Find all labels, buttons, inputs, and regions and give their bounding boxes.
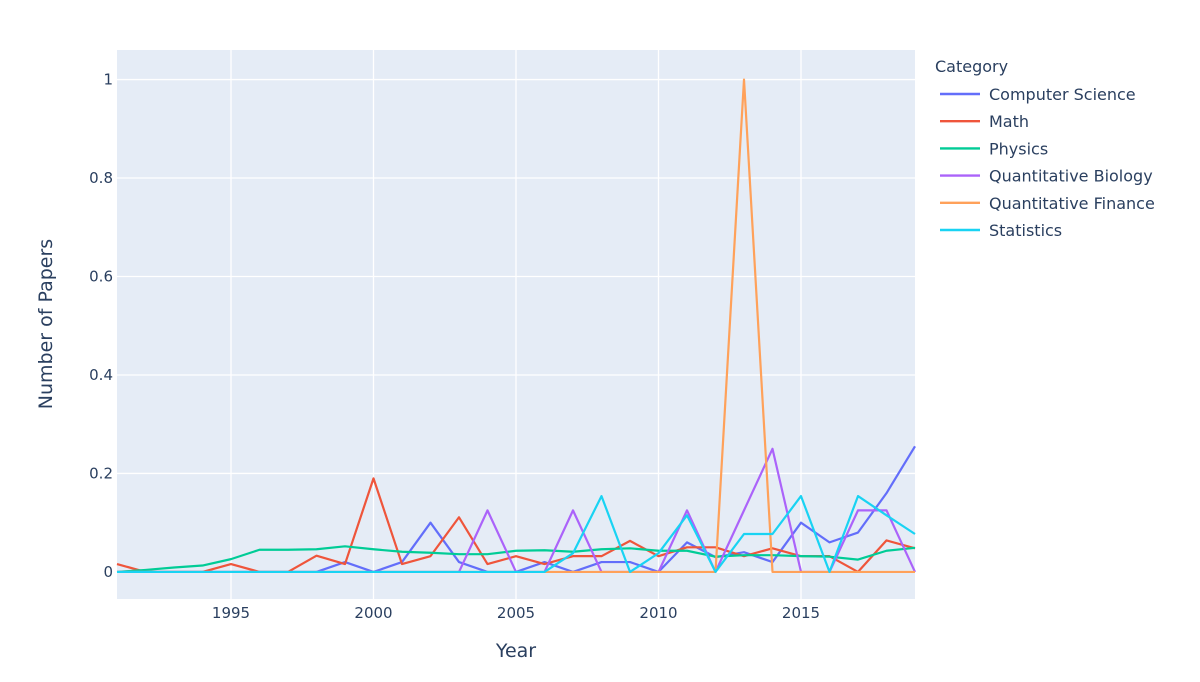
legend: Category Computer Science Math Physics Quan… <box>935 57 1155 240</box>
y-tick-labels: 0 0.2 0.4 0.6 0.8 1 <box>89 71 113 581</box>
legend-label-physics: Physics <box>989 139 1048 158</box>
y-tick-label: 0.6 <box>89 267 113 285</box>
series-line-statistics <box>117 494 916 574</box>
legend-label-computer-science: Computer Science <box>989 85 1136 104</box>
x-tick-label: 2000 <box>354 604 392 622</box>
x-axis-title: Year <box>495 640 536 662</box>
y-tick-label: 0.4 <box>89 366 113 384</box>
y-tick-label: 0 <box>103 563 113 581</box>
legend-title: Category <box>935 57 1008 76</box>
y-tick-label: 0.2 <box>89 464 113 482</box>
y-tick-label: 0.8 <box>89 169 113 187</box>
x-tick-label: 2005 <box>497 604 535 622</box>
x-tick-labels: 1995 2000 2005 2010 2015 <box>212 604 820 622</box>
series-line-physics <box>116 545 916 574</box>
y-tick-label: 1 <box>103 71 113 89</box>
legend-label-quantitative-finance: Quantitative Finance <box>989 194 1155 213</box>
series-lines <box>116 78 916 574</box>
x-tick-label: 2010 <box>639 604 677 622</box>
x-tick-label: 1995 <box>212 604 250 622</box>
y-axis-title: Number of Papers <box>35 239 57 409</box>
series-line-math <box>116 477 916 574</box>
x-tick-label: 2015 <box>782 604 820 622</box>
legend-label-quantitative-biology: Quantitative Biology <box>989 167 1153 186</box>
legend-label-math: Math <box>989 112 1029 131</box>
legend-label-statistics: Statistics <box>989 221 1062 240</box>
